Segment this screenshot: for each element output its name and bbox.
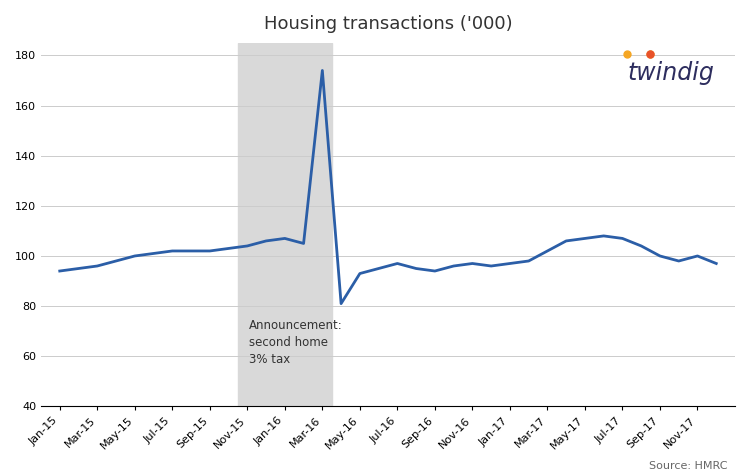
Bar bbox=[238, 43, 332, 407]
Text: twindig: twindig bbox=[627, 61, 714, 85]
Title: Housing transactions ('000): Housing transactions ('000) bbox=[264, 15, 512, 33]
Text: Announcement:
second home
3% tax: Announcement: second home 3% tax bbox=[249, 318, 343, 366]
Text: Source: HMRC: Source: HMRC bbox=[649, 461, 728, 471]
